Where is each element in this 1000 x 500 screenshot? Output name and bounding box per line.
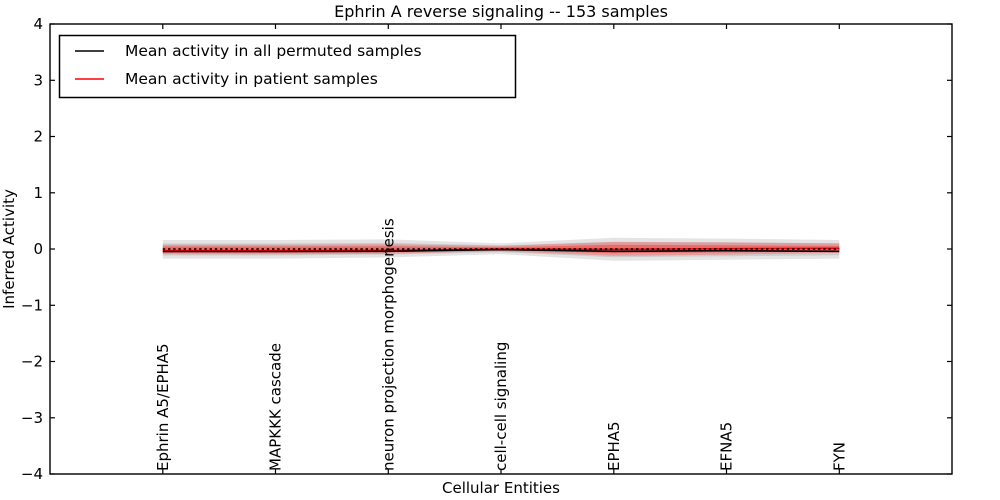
chart-title: Ephrin A reverse signaling -- 153 sample… [334,2,668,21]
legend: Mean activity in all permuted samples Me… [58,34,517,99]
y-tick-label: 3 [33,71,43,89]
x-category-label: MAPKKK cascade [267,343,285,471]
y-tick-label: 1 [33,184,43,202]
y-tick-label: −4 [21,465,43,483]
x-category-label: EPHA5 [605,421,623,471]
x-category-label: FYN [830,442,848,471]
y-axis-label: Inferred Activity [0,189,18,309]
x-category-label: neuron projection morphogenesis [379,218,397,471]
y-tick-label: 2 [33,128,43,146]
x-category-label: EFNA5 [718,422,736,471]
x-category-label: cell-cell signaling [492,342,510,471]
x-category-labels: Ephrin A5/EPHA5 MAPKKK cascade neuron proj… [154,218,848,471]
y-tick-label: −3 [21,409,43,427]
legend-box [58,34,517,99]
y-tick-label: 0 [33,240,43,258]
y-tick-label: −2 [21,353,43,371]
legend-label-patient: Mean activity in patient samples [125,70,378,88]
x-axis-label: Cellular Entities [442,479,560,497]
x-category-label: Ephrin A5/EPHA5 [154,343,172,471]
plot-frame [49,23,953,475]
y-tick-label: 4 [33,15,43,33]
y-tick-labels: −4 −3 −2 −1 0 1 2 3 4 [21,15,43,483]
legend-label-permuted: Mean activity in all permuted samples [125,42,422,60]
y-tick-label: −1 [21,296,43,314]
